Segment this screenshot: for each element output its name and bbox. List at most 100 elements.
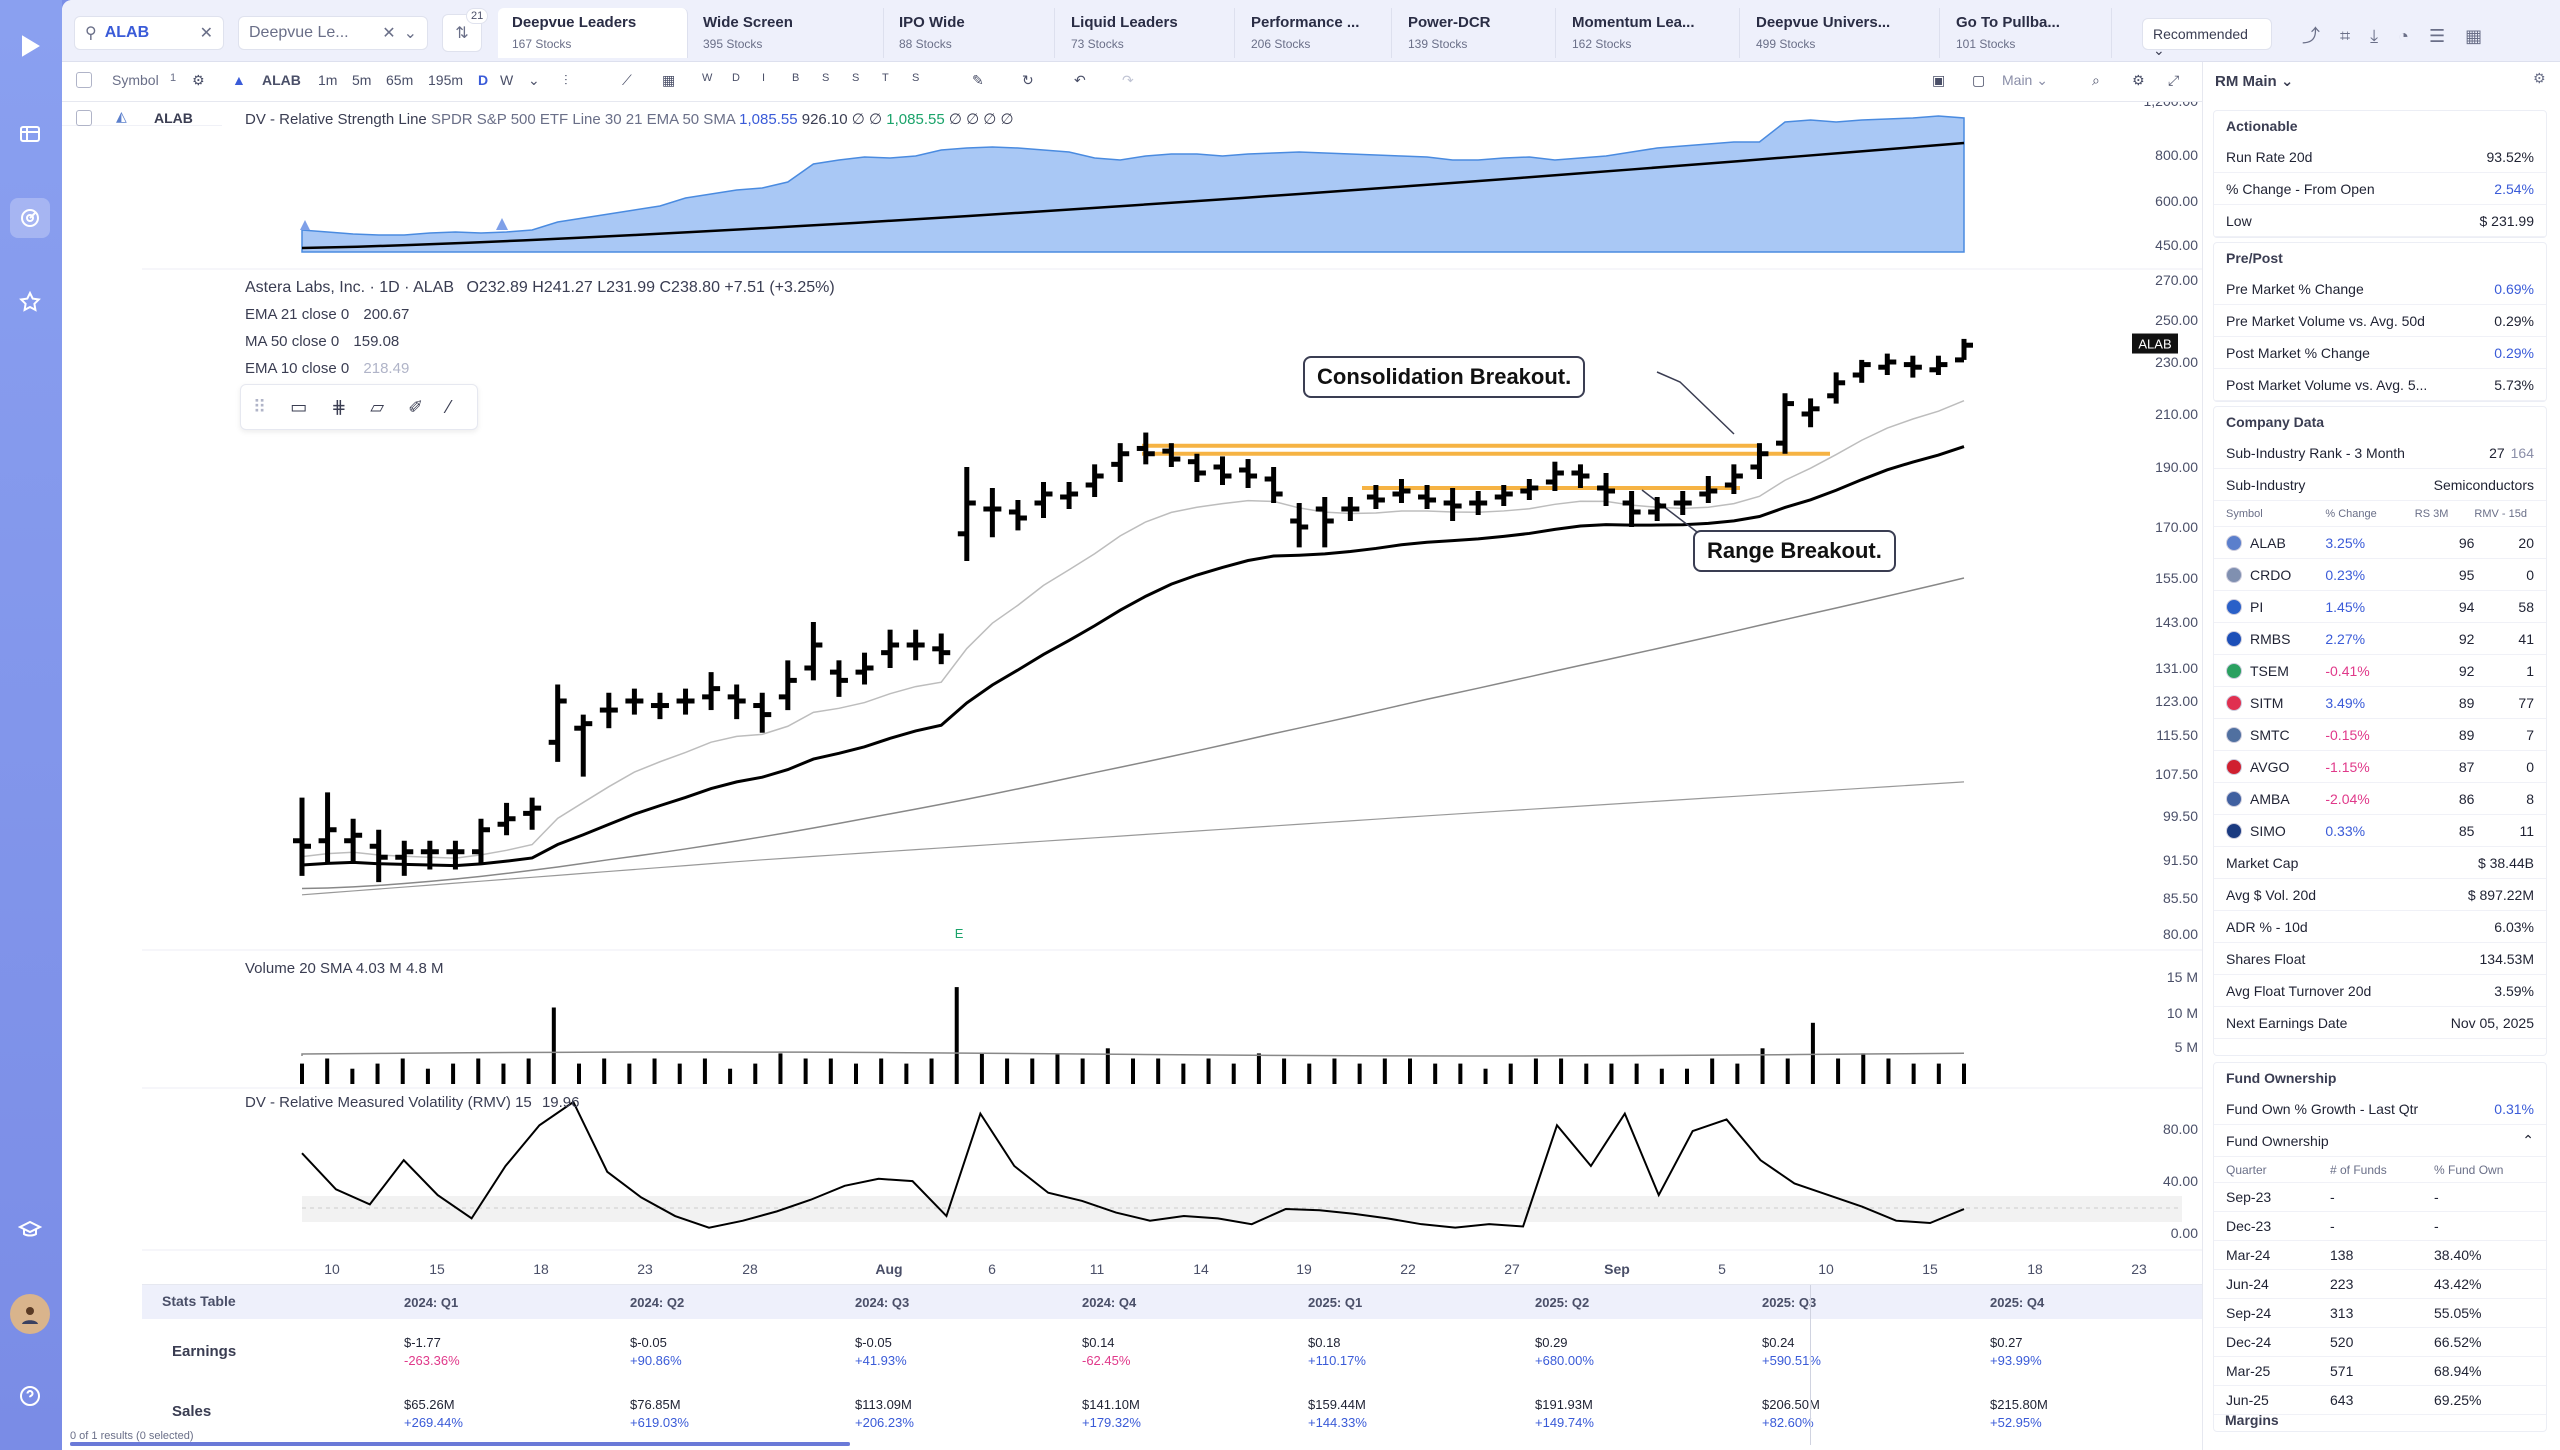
letter-t[interactable]: T bbox=[882, 72, 889, 84]
rank-value[interactable]: 27 164 bbox=[2489, 445, 2534, 461]
price-bar[interactable] bbox=[1290, 503, 1309, 548]
rectangle-tool-icon[interactable]: ▭ bbox=[290, 396, 308, 417]
select-all-checkbox[interactable] bbox=[76, 72, 92, 88]
price-bar[interactable] bbox=[829, 660, 848, 697]
radar-icon[interactable] bbox=[10, 198, 50, 238]
list-icon[interactable]: ☰ bbox=[2428, 26, 2466, 46]
sort-select[interactable]: Recommended ⌄ bbox=[2142, 18, 2272, 58]
refresh-icon[interactable]: ↻ bbox=[1022, 72, 1034, 88]
price-bar[interactable] bbox=[293, 797, 311, 876]
fund-ownership-subheader[interactable]: Fund Ownership ⌃ bbox=[2214, 1125, 2546, 1157]
price-bar[interactable] bbox=[497, 802, 516, 836]
price-bar[interactable] bbox=[1597, 473, 1616, 506]
help-icon[interactable] bbox=[10, 1376, 50, 1416]
price-bar[interactable] bbox=[1264, 467, 1283, 503]
sub-industry-row[interactable]: Sub-Industry Semiconductors bbox=[2214, 469, 2546, 501]
list-scrollbar[interactable] bbox=[70, 1442, 850, 1446]
toolbar-ticker[interactable]: ALAB bbox=[262, 72, 301, 88]
price-bar[interactable] bbox=[318, 792, 337, 864]
consolidation-breakout-callout[interactable]: Consolidation Breakout. bbox=[1303, 356, 1586, 398]
earnings-marker[interactable]: E bbox=[955, 926, 964, 941]
layout-grid-icon[interactable]: ▦ bbox=[662, 72, 676, 88]
price-bar[interactable] bbox=[881, 629, 900, 668]
price-bar[interactable] bbox=[471, 818, 490, 864]
redo-icon[interactable]: ↷ bbox=[1122, 72, 1134, 88]
grid-icon[interactable]: ▦ bbox=[2465, 26, 2503, 46]
tab-4[interactable]: Liquid Leaders 73 Stocks bbox=[1057, 8, 1235, 58]
table-row[interactable]: SMTC -0.15% 89 7 bbox=[2214, 719, 2546, 751]
price-bar[interactable] bbox=[625, 688, 644, 715]
table-row[interactable]: TSEM -0.41% 92 1 bbox=[2214, 655, 2546, 687]
brush-tool-icon[interactable]: ✐ bbox=[408, 396, 424, 417]
price-bar[interactable] bbox=[1341, 497, 1360, 521]
price-bar[interactable] bbox=[1008, 500, 1027, 531]
price-bar[interactable] bbox=[1520, 479, 1539, 500]
tab-5[interactable]: Performance ... 206 Stocks bbox=[1237, 8, 1392, 58]
tab-1[interactable]: Deepvue Leaders 167 Stocks bbox=[498, 8, 688, 58]
company-data-title[interactable]: Company Data bbox=[2226, 414, 2325, 430]
logo-play-icon[interactable] bbox=[10, 26, 50, 66]
table-row[interactable]: SITM 3.49% 89 77 bbox=[2214, 687, 2546, 719]
fullscreen-icon[interactable]: ⤢ bbox=[2168, 72, 2180, 88]
table-row[interactable]: RMBS 2.27% 92 41 bbox=[2214, 623, 2546, 655]
price-bar[interactable] bbox=[1852, 359, 1871, 383]
price-bar[interactable] bbox=[1545, 461, 1564, 491]
interval-65m[interactable]: 65m bbox=[386, 72, 414, 88]
price-bar[interactable] bbox=[702, 672, 721, 711]
price-bar[interactable] bbox=[1903, 355, 1922, 378]
fund-ownership-title[interactable]: Fund Ownership bbox=[2226, 1070, 2337, 1086]
price-bar[interactable] bbox=[1878, 353, 1897, 375]
watchlist-icon[interactable] bbox=[10, 114, 50, 154]
price-bar[interactable] bbox=[1111, 443, 1130, 482]
price-bar[interactable] bbox=[548, 684, 567, 762]
price-bar[interactable] bbox=[676, 688, 695, 715]
tab-8[interactable]: Deepvue Univers... 499 Stocks bbox=[1742, 8, 1940, 58]
actionable-card-title[interactable]: Actionable bbox=[2226, 118, 2298, 134]
range-breakout-callout[interactable]: Range Breakout. bbox=[1693, 530, 1896, 572]
interval-195m[interactable]: 195m bbox=[428, 72, 464, 88]
tab-6[interactable]: Power-DCR 139 Stocks bbox=[1394, 8, 1556, 58]
panel-settings-icon[interactable]: ⚙ bbox=[2533, 70, 2546, 86]
chevron-down-icon[interactable]: ⌄ bbox=[403, 25, 417, 42]
close-icon[interactable]: ✕ bbox=[382, 25, 396, 42]
price-bar[interactable] bbox=[1085, 464, 1104, 497]
panel-icon[interactable]: ▣ bbox=[1932, 72, 1946, 88]
letter-s2[interactable]: S bbox=[852, 72, 860, 84]
price-bar[interactable] bbox=[1366, 485, 1385, 509]
price-bar[interactable] bbox=[804, 622, 823, 681]
download-icon[interactable]: ⤓ bbox=[2370, 26, 2399, 46]
learn-cap-icon[interactable] bbox=[10, 1210, 50, 1250]
comment-tool-icon[interactable]: ▱ bbox=[370, 396, 385, 417]
price-bar[interactable] bbox=[1469, 491, 1488, 515]
search-input[interactable]: ALAB bbox=[104, 24, 150, 41]
line-tool-icon[interactable]: ⁄ bbox=[447, 396, 451, 417]
price-bar[interactable] bbox=[1136, 432, 1155, 465]
price-bar[interactable] bbox=[446, 840, 465, 870]
watchlist-select[interactable]: Deepvue Le... ✕ ⌄ bbox=[238, 16, 428, 50]
chart-settings-icon[interactable]: ⚙ bbox=[2132, 72, 2145, 88]
symbol-column-header[interactable]: Symbol bbox=[112, 72, 159, 88]
price-bar[interactable] bbox=[1034, 482, 1053, 518]
price-bar[interactable] bbox=[420, 840, 439, 870]
price-bar[interactable] bbox=[1622, 491, 1641, 527]
price-bar[interactable] bbox=[1162, 443, 1181, 467]
price-bar[interactable] bbox=[957, 467, 976, 561]
price-bar[interactable] bbox=[1213, 456, 1232, 485]
interval-daily[interactable]: D bbox=[478, 72, 489, 88]
interval-chevron-icon[interactable]: ⌄ bbox=[528, 72, 540, 88]
price-bar[interactable] bbox=[1648, 497, 1667, 521]
star-icon[interactable] bbox=[10, 282, 50, 322]
price-bar[interactable] bbox=[344, 818, 363, 864]
indicators-icon[interactable]: ⫶ bbox=[564, 72, 568, 88]
price-bar[interactable] bbox=[599, 692, 618, 729]
list-ticker[interactable]: ALAB bbox=[154, 110, 193, 126]
fib-tool-icon[interactable]: ⋕ bbox=[331, 396, 347, 417]
table-row[interactable]: AVGO -1.15% 87 0 bbox=[2214, 751, 2546, 783]
price-bar[interactable] bbox=[1673, 491, 1692, 515]
price-bar[interactable] bbox=[1955, 338, 1973, 363]
price-bar[interactable] bbox=[395, 840, 414, 876]
price-bar[interactable] bbox=[574, 714, 593, 777]
pencil-icon[interactable]: ✎ bbox=[972, 72, 984, 88]
price-bar[interactable] bbox=[1443, 488, 1462, 521]
price-bar[interactable] bbox=[1187, 453, 1206, 482]
